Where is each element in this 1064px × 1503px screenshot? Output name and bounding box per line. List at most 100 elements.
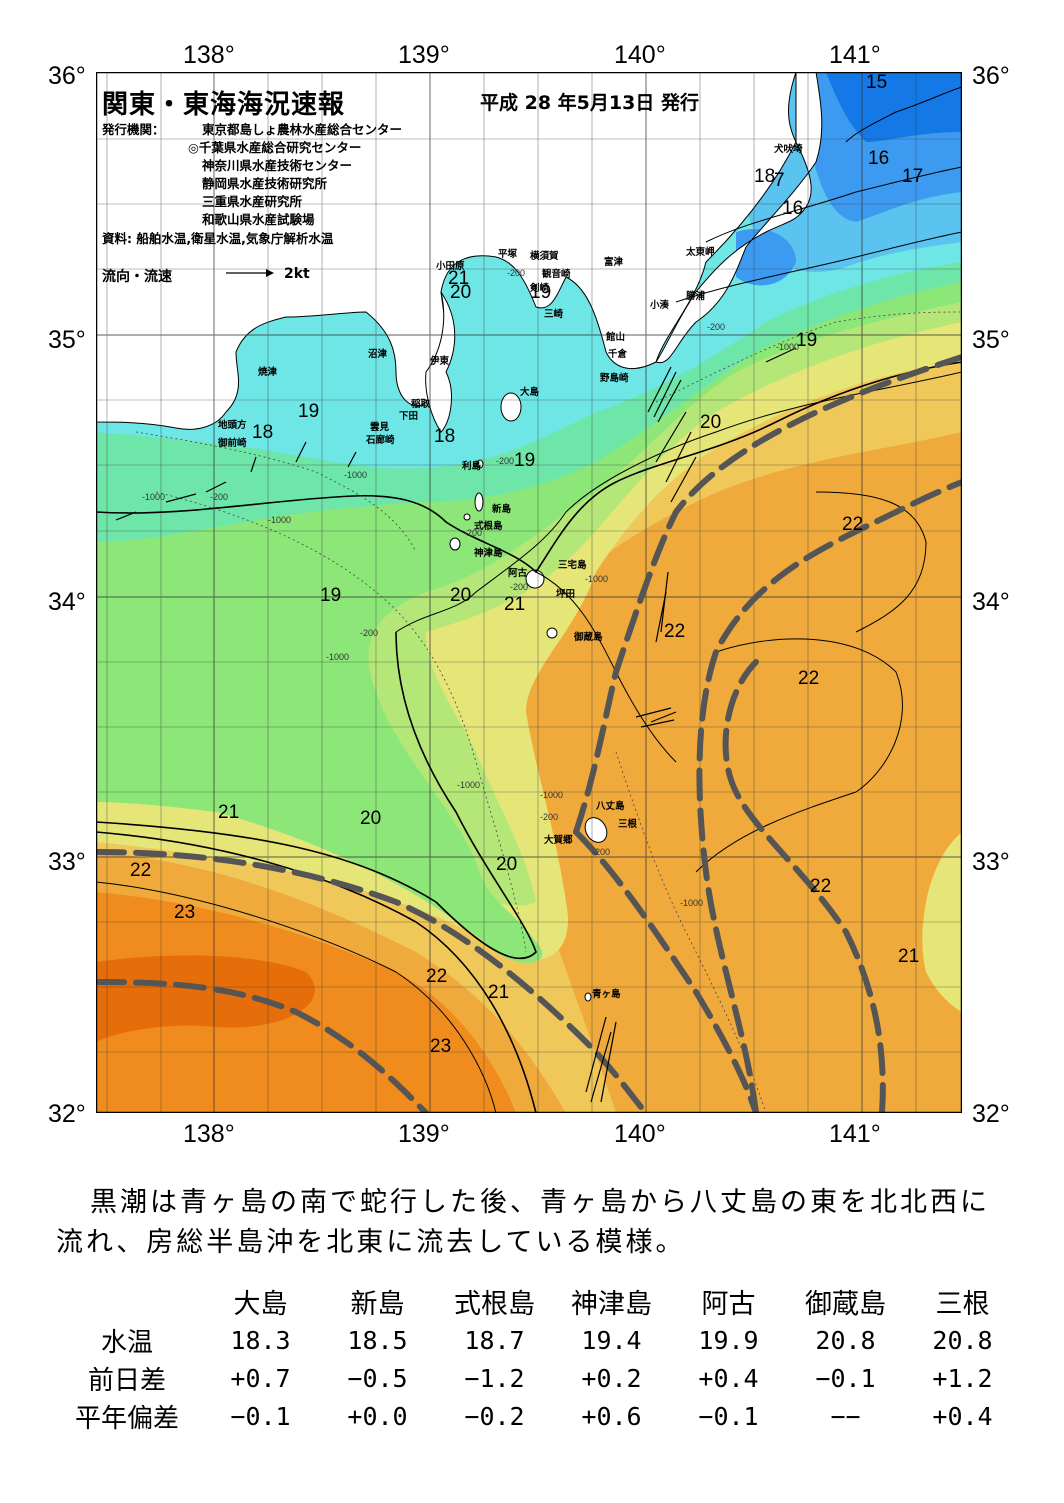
depth-label: -200 [360,628,379,638]
table-cell: +0.6 [581,1401,642,1431]
isotherm-label: 16 [868,148,890,169]
place-aogashima: 青ヶ島 [592,989,621,1000]
place-ito: 伊東 [430,356,450,367]
isotherm-label: 20 [496,854,518,875]
depth-label: -200 [507,268,526,278]
lon-label-bottom-140: 140° [614,1120,666,1148]
depth-label: -1000 [776,342,800,352]
isotherm-label: 19 [514,450,536,471]
table-cell: −0.1 [815,1363,876,1393]
publisher-3: 神奈川県水産技術センター [202,158,353,173]
table-cell: 18.3 [230,1325,291,1355]
table-cell: +0.4 [698,1363,759,1393]
place-misaki: 三崎 [544,309,564,320]
depth-label: -1000 [585,574,609,584]
depth-label: -200 [210,492,229,502]
isotherm-label: 23 [430,1036,452,1057]
publisher-5: 三重県水産研究所 [202,194,303,209]
publisher-6: 和歌山県水産試験場 [202,212,315,227]
kuroshio-axis [96,354,962,1113]
lon-label-bottom-139: 139° [398,1120,450,1148]
sst-area-16 [826,72,962,142]
place-kozushima: 神津島 [474,548,503,559]
lat-label-right-32: 32° [972,1100,1010,1128]
column-header: 御蔵島 [805,1289,886,1320]
legend-scale: 2kt [284,266,310,282]
lat-label-left-35: 35° [48,326,86,354]
depth-label: -200 [707,322,726,332]
column-header: 式根島 [454,1289,535,1320]
table-cell: −0.2 [464,1401,525,1431]
data-sources: 資料: 船舶水温,衛星水温,気象庁解析水温 [102,231,334,246]
place-omaezaki: 御前崎 [218,438,247,449]
table-cell: 18.7 [464,1325,525,1355]
place-chikura: 千倉 [608,349,628,360]
island-shikinejima [463,513,471,521]
place-shimoda: 下田 [399,411,419,422]
place-irozaki: 石廊崎 [366,435,395,446]
lon-label-bottom-138: 138° [183,1120,235,1148]
table-cell: +1.2 [932,1363,993,1393]
table-row: 平年偏差 −0.1 +0.0 −0.2 +0.6 −0.1 −− +0.4 [52,1397,1021,1435]
place-inatori: 稲取 [411,399,431,410]
table-cell: +0.7 [230,1363,291,1393]
depth-label: -1000 [457,780,481,790]
row-header: 平年偏差 [74,1403,179,1434]
depth-label: -200 [592,847,611,857]
place-oshima: 大島 [520,387,540,398]
sst-area-24 [96,955,315,1042]
depth-label: -1000 [142,492,166,502]
sst-area-17-pool [736,228,796,286]
legend-label: 流向・流速 [102,269,172,285]
island-niijima [474,492,484,512]
depth-label: -1000 [344,470,368,480]
island-aogashima [584,992,592,1002]
isotherm-label: 15 [866,72,888,93]
depth-label: -200 [464,528,483,538]
place-niijima: 新島 [492,504,512,515]
lat-label-right-35: 35° [972,326,1010,354]
place-kominato: 小湊 [650,300,670,311]
table-cell: 19.4 [581,1325,642,1355]
water-temperature-table: 大島 新島 式根島 神津島 阿古 御蔵島 三根 水温 18.3 18.5 18.… [52,1282,1021,1435]
island-kozushima [449,537,461,551]
place-tsubota: 坪田 [556,589,576,600]
publisher-4: 静岡県水産技術研究所 [202,176,328,191]
isotherm-label: 19 [320,585,342,606]
isotherm-label: 20 [450,585,472,606]
table-cell: 18.5 [347,1325,408,1355]
place-nojimazaki: 野島崎 [600,373,629,384]
isotherm-label: 21 [218,802,240,823]
summary-text: 黒潮は青ヶ島の南で蛇行した後、青ヶ島から八丈島の東を北北西に流れ、房総半島沖を北… [56,1183,1006,1263]
isotherm-label: 16 [782,198,804,219]
place-miyakejima: 三宅島 [558,560,587,571]
island-mikurajima [546,627,558,639]
place-hachijojima: 八丈島 [596,801,625,812]
place-tsurugizaki: 剣崎 [530,283,550,294]
table-cell: +0.0 [347,1401,408,1431]
place-mitsune: 三根 [618,819,638,830]
depth-label: -200 [540,812,559,822]
depth-label: -200 [496,456,515,466]
depth-label: -200 [510,582,529,592]
place-taitomisaki: 太東岬 [686,247,715,258]
isotherm-label: 18 [252,422,274,443]
column-header: 阿古 [701,1289,756,1320]
publisher-2: ◎千葉県水産総合研究センター [188,140,362,155]
isotherm-label: 20 [360,808,382,829]
lat-label-left-36: 36° [48,62,86,90]
table-cell: −0.1 [698,1401,759,1431]
depth-label: -1000 [268,515,292,525]
place-shikinejima: 式根島 [474,521,503,532]
place-yokosuka: 横須賀 [530,251,559,262]
place-ako: 阿古 [508,568,528,579]
table-cell: −0.1 [230,1401,291,1431]
place-mikurajima: 御蔵島 [574,632,603,643]
isotherm-label: 21 [488,982,510,1003]
lon-label-top-139: 139° [398,41,450,69]
table-cell: +0.2 [581,1363,642,1393]
lon-label-top-140: 140° [614,41,666,69]
publisher-label: 発行機関： [102,122,165,137]
isotherm-label: 7 [774,170,785,191]
island-oshima [500,392,522,422]
